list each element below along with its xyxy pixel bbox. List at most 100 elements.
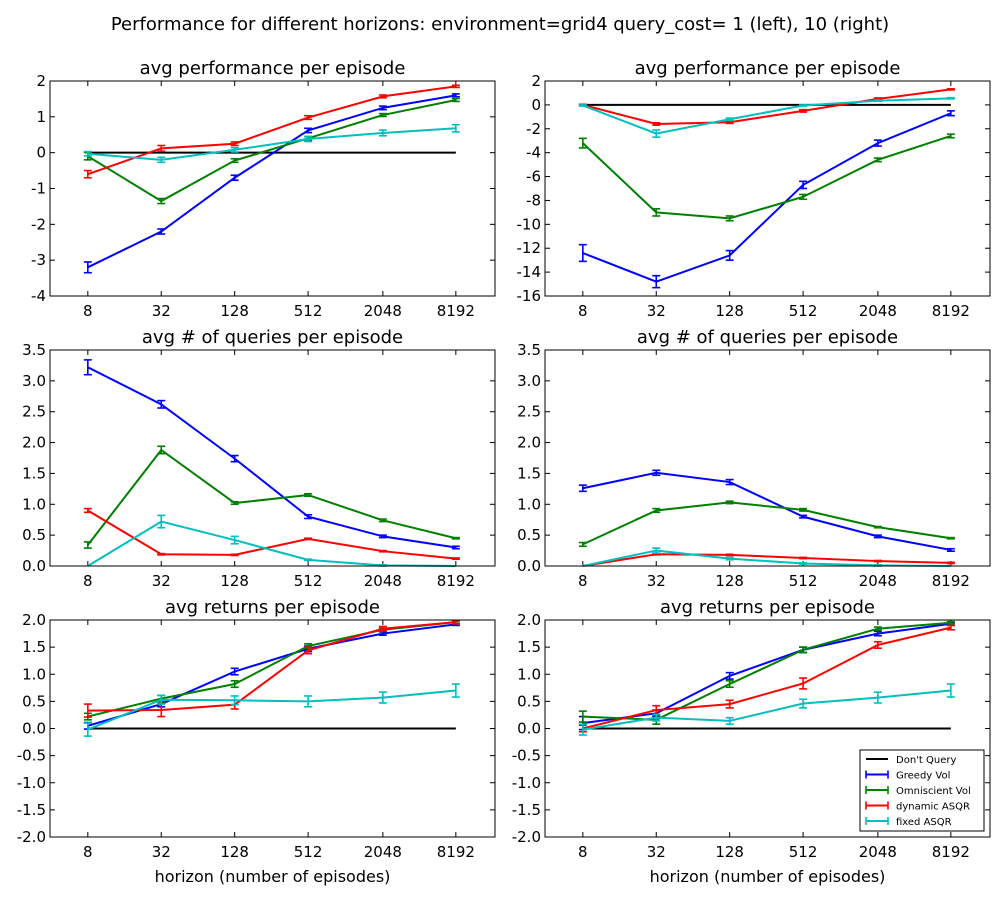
x-tick-label: 2048 bbox=[859, 572, 897, 590]
error-bar bbox=[873, 157, 882, 163]
error-bar bbox=[83, 722, 92, 737]
x-tick-label: 512 bbox=[294, 302, 323, 320]
y-tick-label: 2.0 bbox=[517, 611, 541, 629]
x-tick-label: 2048 bbox=[364, 302, 402, 320]
error-bar bbox=[799, 698, 808, 709]
series-line bbox=[582, 549, 951, 567]
error-bar bbox=[451, 123, 460, 133]
error-bar bbox=[451, 84, 460, 89]
y-tick-label: 2.5 bbox=[22, 403, 46, 421]
legend-entry: Don't Query bbox=[866, 755, 956, 766]
error-bar bbox=[157, 156, 166, 164]
y-tick-label: 1 bbox=[36, 108, 46, 126]
legend-label: dynamic ASQR bbox=[896, 802, 970, 813]
series-fixed-asqr bbox=[578, 683, 955, 736]
error-bar bbox=[799, 193, 808, 201]
series-line bbox=[87, 94, 457, 269]
legend-entry: fixed ASQR bbox=[865, 817, 952, 828]
error-bar bbox=[304, 127, 313, 134]
error-bar bbox=[157, 228, 166, 235]
legend-label: Omniscient Vol bbox=[896, 786, 971, 797]
y-tick-label: -14 bbox=[517, 263, 542, 281]
series-fixed-asqr bbox=[87, 514, 456, 567]
error-bar bbox=[304, 492, 313, 498]
y-tick-label: 0.5 bbox=[22, 692, 46, 710]
legend-entry: Greedy Vol bbox=[865, 770, 950, 782]
x-tick-label: 8 bbox=[578, 572, 588, 590]
y-tick-label: 0 bbox=[531, 96, 541, 114]
error-bar bbox=[157, 399, 166, 409]
error-bar bbox=[873, 640, 882, 650]
error-bar bbox=[83, 541, 92, 549]
error-bar bbox=[378, 105, 387, 111]
error-bar bbox=[304, 537, 313, 541]
error-bar bbox=[725, 699, 734, 709]
error-bar bbox=[873, 559, 882, 563]
error-bar bbox=[799, 104, 808, 107]
y-tick-label: -16 bbox=[517, 287, 542, 305]
series-line bbox=[582, 88, 951, 126]
error-bar bbox=[946, 561, 955, 565]
x-tick-label: 8 bbox=[578, 843, 588, 861]
series-line bbox=[87, 621, 456, 718]
error-bar bbox=[230, 141, 239, 147]
error-bar bbox=[378, 112, 387, 118]
y-tick-label: -0.5 bbox=[17, 747, 46, 765]
error-bar bbox=[799, 562, 808, 565]
error-bar bbox=[451, 557, 460, 561]
error-bar bbox=[799, 514, 808, 519]
series-line bbox=[582, 626, 952, 730]
y-tick-label: -1.5 bbox=[512, 801, 541, 819]
error-bar bbox=[873, 691, 882, 704]
series-greedy-vol bbox=[578, 110, 955, 289]
y-tick-label: -2.0 bbox=[512, 828, 541, 846]
y-tick-label: 0 bbox=[36, 144, 46, 162]
series-fixed-asqr bbox=[578, 96, 955, 138]
error-bar bbox=[946, 683, 955, 698]
series-omniscient-vol bbox=[578, 620, 955, 725]
axes-frame bbox=[49, 349, 496, 567]
series-omniscient-vol bbox=[83, 445, 460, 549]
error-bar bbox=[157, 445, 166, 455]
y-tick-label: 1.5 bbox=[22, 464, 46, 482]
error-bar bbox=[578, 104, 587, 107]
subplot-title: avg # of queries per episode bbox=[637, 327, 898, 348]
axes-frame bbox=[544, 619, 991, 838]
series-dynamic-asqr bbox=[83, 507, 460, 561]
y-tick-label: 2.0 bbox=[22, 611, 46, 629]
error-bar bbox=[725, 556, 734, 561]
y-tick-label: -1 bbox=[31, 180, 46, 198]
y-tick-label: 2 bbox=[36, 72, 46, 90]
series-dynamic-asqr bbox=[83, 84, 460, 179]
error-bar bbox=[451, 97, 460, 103]
error-bar bbox=[83, 359, 92, 376]
x-tick-label: 2048 bbox=[364, 843, 402, 861]
y-tick-label: 1.0 bbox=[517, 665, 541, 683]
error-bar bbox=[157, 694, 166, 705]
error-bar bbox=[230, 667, 239, 676]
error-bar bbox=[873, 525, 882, 529]
y-tick-label: 1.5 bbox=[517, 638, 541, 656]
series-line bbox=[87, 621, 456, 712]
subplot-title: avg performance per episode bbox=[140, 58, 406, 79]
y-tick-label: -3 bbox=[31, 251, 46, 269]
y-tick-label: 2.5 bbox=[517, 403, 541, 421]
error-bar bbox=[652, 507, 661, 514]
error-bar bbox=[725, 478, 734, 486]
error-bar bbox=[304, 695, 313, 708]
y-tick-label: 0.0 bbox=[22, 557, 46, 575]
series-line bbox=[87, 509, 456, 560]
x-tick-label: 128 bbox=[715, 572, 744, 590]
y-tick-label: 1.5 bbox=[22, 638, 46, 656]
series-line bbox=[87, 366, 456, 549]
error-bar bbox=[873, 139, 882, 147]
error-bar bbox=[378, 94, 387, 99]
series-line bbox=[582, 689, 951, 731]
y-tick-label: 0.0 bbox=[22, 720, 46, 738]
error-bar bbox=[83, 703, 92, 718]
subplot-title: avg returns per episode bbox=[165, 597, 380, 618]
error-bar bbox=[230, 501, 239, 506]
legend: Don't Query Greedy Vol Omniscient Vol dynam… bbox=[859, 749, 985, 832]
series-line bbox=[87, 85, 456, 176]
